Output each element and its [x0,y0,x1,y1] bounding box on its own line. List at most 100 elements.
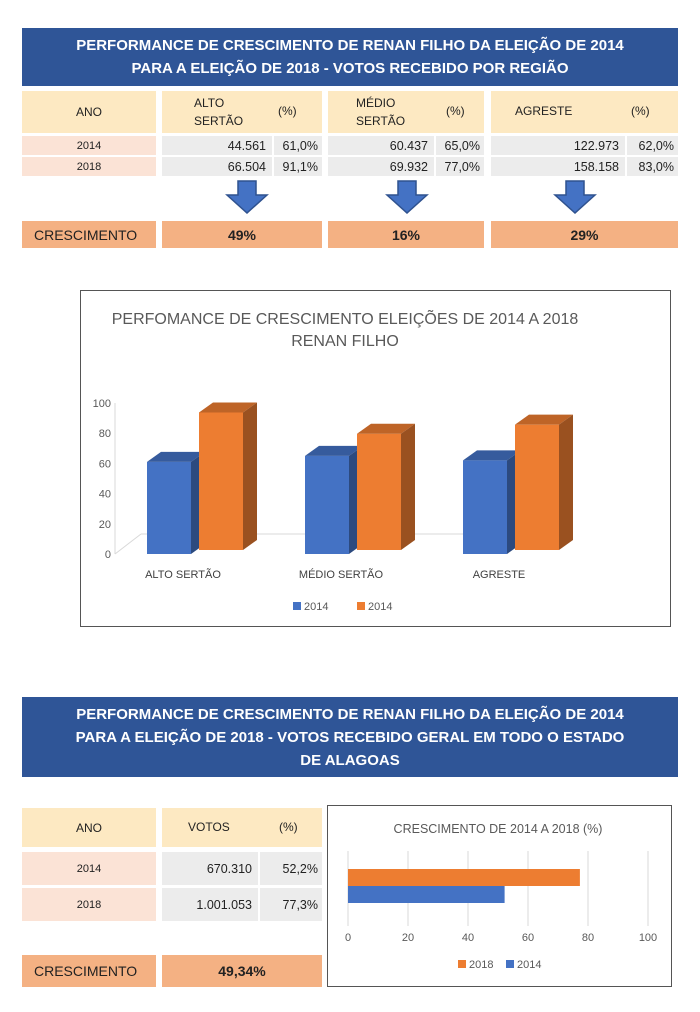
chart1-bar-top [357,423,415,434]
chart1-bar [199,402,257,550]
state-title-banner: PERFORMANCE DE CRESCIMENTO DE RENAN FILH… [22,697,678,777]
chart2-bar [348,886,505,903]
chart2-x-tick-label: 20 [402,932,414,944]
chart1-bar-front [147,461,191,554]
chart2-x-tick-label: 0 [345,932,351,944]
ano-header: ANO [22,91,156,133]
chart1-bar-front [305,455,349,554]
region-title-banner: PERFORMANCE DE CRESCIMENTO DE RENAN FILH… [22,28,678,86]
chart1-title: PERFOMANCE DE CRESCIMENTO ELEIÇÕES DE 20… [112,308,579,328]
state-growth: 49,34% [162,955,322,987]
state-growth-chart-svg: CRESCIMENTO DE 2014 A 2018 (%) 0 20 40 60 80… [345,822,657,971]
crescimento-label: CRESCIMENTO [22,221,156,248]
alto-sertao-header: ALTO SERTÃO (%) [162,91,322,133]
chart1-legend-swatch [357,602,365,610]
alto-sertao-votes-2014: 44.561 [162,136,272,155]
state-growth-chart: CRESCIMENTO DE 2014 A 2018 (%) 0 20 40 60 80… [327,805,672,987]
chart1-bar-top [305,445,363,456]
year-2018-cell: 2018 [22,157,156,176]
chart1-bar-top [463,450,521,461]
region-growth-chart-svg: PERFOMANCE DE CRESCIMENTO ELEIÇÕES DE 20… [93,308,579,613]
down-arrow-icon [225,180,269,214]
chart1-legend-swatch [293,602,301,610]
chart1-category-label: AGRESTE [473,569,526,581]
state-title-line3: DE ALAGOAS [300,751,400,769]
medio-sertao-pct-header: (%) [446,104,465,118]
state-title-line2: PARA A ELEIÇÃO DE 2018 - VOTOS RECEBIDO … [75,728,625,746]
chart1-bar-side [243,402,257,550]
state-pct-2014: 52,2% [260,852,322,885]
chart1-y-tick-label: 60 [99,458,111,470]
ano-header-label: ANO [75,105,102,119]
chart2-legend-swatch [458,960,466,968]
chart1-legend-label: 2014 [304,601,328,613]
chart1-y-tick-label: 20 [99,519,111,531]
chart1-floor-edge [114,533,142,555]
chart1-bar-front [357,433,401,550]
chart1-bar-top [515,414,573,425]
agreste-growth: 29% [491,221,678,248]
region-growth-chart: PERFOMANCE DE CRESCIMENTO ELEIÇÕES DE 20… [80,290,671,627]
agreste-pct-2018: 83,0% [627,157,678,176]
chart2-x-tick-label: 100 [639,932,657,944]
chart2-x-tick-label: 80 [582,932,594,944]
agreste-header: AGRESTE (%) [491,91,678,133]
state-ano-header: ANO [22,808,156,847]
chart1-y-tick-label: 100 [93,398,111,410]
chart2-legend-label: 2014 [517,959,541,971]
chart1-bar [463,450,521,554]
chart2-legend-label: 2018 [469,959,493,971]
region-title-line2: PARA A ELEIÇÃO DE 2018 - VOTOS RECEBIDO … [131,60,569,77]
alto-sertao-votes-2018: 66.504 [162,157,272,176]
agreste-pct-header: (%) [631,104,650,118]
state-votes-2018: 1.001.053 [162,888,258,921]
chart2-bar [348,869,580,886]
state-year-2018: 2018 [22,888,156,921]
chart2-title: CRESCIMENTO DE 2014 A 2018 (%) [394,822,603,836]
state-votes-2014: 670.310 [162,852,258,885]
year-2014-cell: 2014 [22,136,156,155]
medio-sertao-votes-2018: 69.932 [328,157,434,176]
medio-sertao-name-line1: MÉDIO [356,96,396,110]
chart1-category-label: MÉDIO SERTÃO [299,568,384,581]
chart2-legend-swatch [506,960,514,968]
chart1-bar [357,423,415,550]
medio-sertao-header: MÉDIO SERTÃO (%) [328,91,484,133]
chart1-y-tick-label: 40 [99,489,111,501]
chart1-bar-front [515,424,559,550]
agreste-votes-2014: 122.973 [491,136,625,155]
chart1-bar-front [463,460,507,554]
crescimento-label-text: CRESCIMENTO [34,226,138,243]
chart1-subtitle: RENAN FILHO [291,333,399,350]
alto-sertao-growth: 49% [162,221,322,248]
down-arrow-icon [553,180,597,214]
alto-sertao-pct-2018: 91,1% [274,157,322,176]
agreste-pct-2014: 62,0% [627,136,678,155]
alto-sertao-pct-header: (%) [278,104,297,118]
state-crescimento-text: CRESCIMENTO [34,963,138,979]
agreste-name: AGRESTE [515,104,573,118]
chart2-x-tick-label: 60 [522,932,534,944]
agreste-votes-2018: 158.158 [491,157,625,176]
alto-sertao-name-line1: ALTO [194,96,225,110]
chart1-bar-side [401,423,415,550]
chart1-y-tick-label: 80 [99,428,111,440]
down-arrow-icon [385,180,429,214]
chart1-bar-front [199,412,243,550]
chart1-bar-top [199,402,257,413]
chart1-bar-side [559,414,573,550]
medio-sertao-growth: 16% [328,221,484,248]
state-year-2014: 2014 [22,852,156,885]
chart1-bar [147,451,205,554]
medio-sertao-pct-2014: 65,0% [436,136,484,155]
state-crescimento-label: CRESCIMENTO [22,955,156,987]
chart1-bar-top [147,451,205,462]
chart2-x-tick-label: 40 [462,932,474,944]
chart1-bar [305,445,363,554]
state-title-line1: PERFORMANCE DE CRESCIMENTO DE RENAN FILH… [76,705,624,723]
medio-sertao-name-line2: SERTÃO [356,114,406,128]
chart1-y-tick-label: 0 [105,549,111,561]
state-pct-label: (%) [279,820,298,834]
chart1-bar [515,414,573,550]
region-title-line1: PERFORMANCE DE CRESCIMENTO DE RENAN FILH… [76,37,624,54]
